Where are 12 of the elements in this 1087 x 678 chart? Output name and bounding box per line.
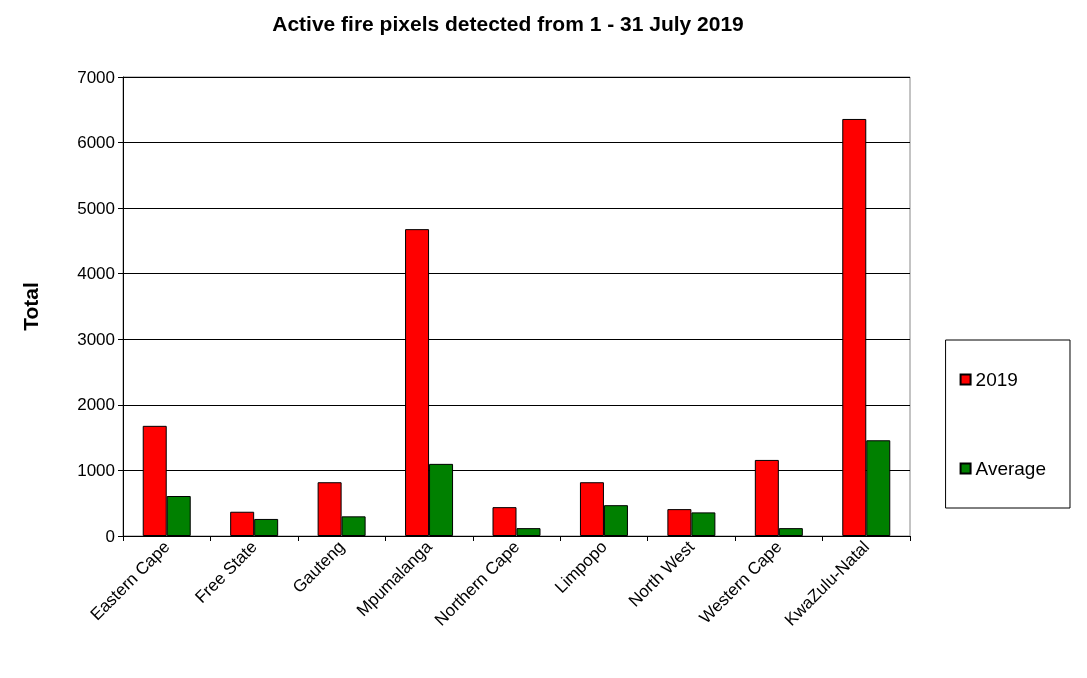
legend-label: 2019	[975, 369, 1018, 390]
y-tick-label: 3000	[77, 329, 115, 349]
y-tick-label: 7000	[77, 67, 115, 87]
y-tick-label: 0	[105, 526, 115, 546]
legend-label: Average	[975, 458, 1047, 479]
y-axis-title: Total	[19, 282, 42, 331]
chart-title: Active fire pixels detected from 1 - 31 July 2019	[272, 12, 744, 35]
y-tick-label: 1000	[77, 460, 115, 480]
y-tick-label: 2000	[77, 395, 115, 415]
y-tick-label: 5000	[77, 198, 115, 218]
y-tick-label: 4000	[77, 264, 115, 284]
y-tick-label: 6000	[77, 133, 115, 153]
